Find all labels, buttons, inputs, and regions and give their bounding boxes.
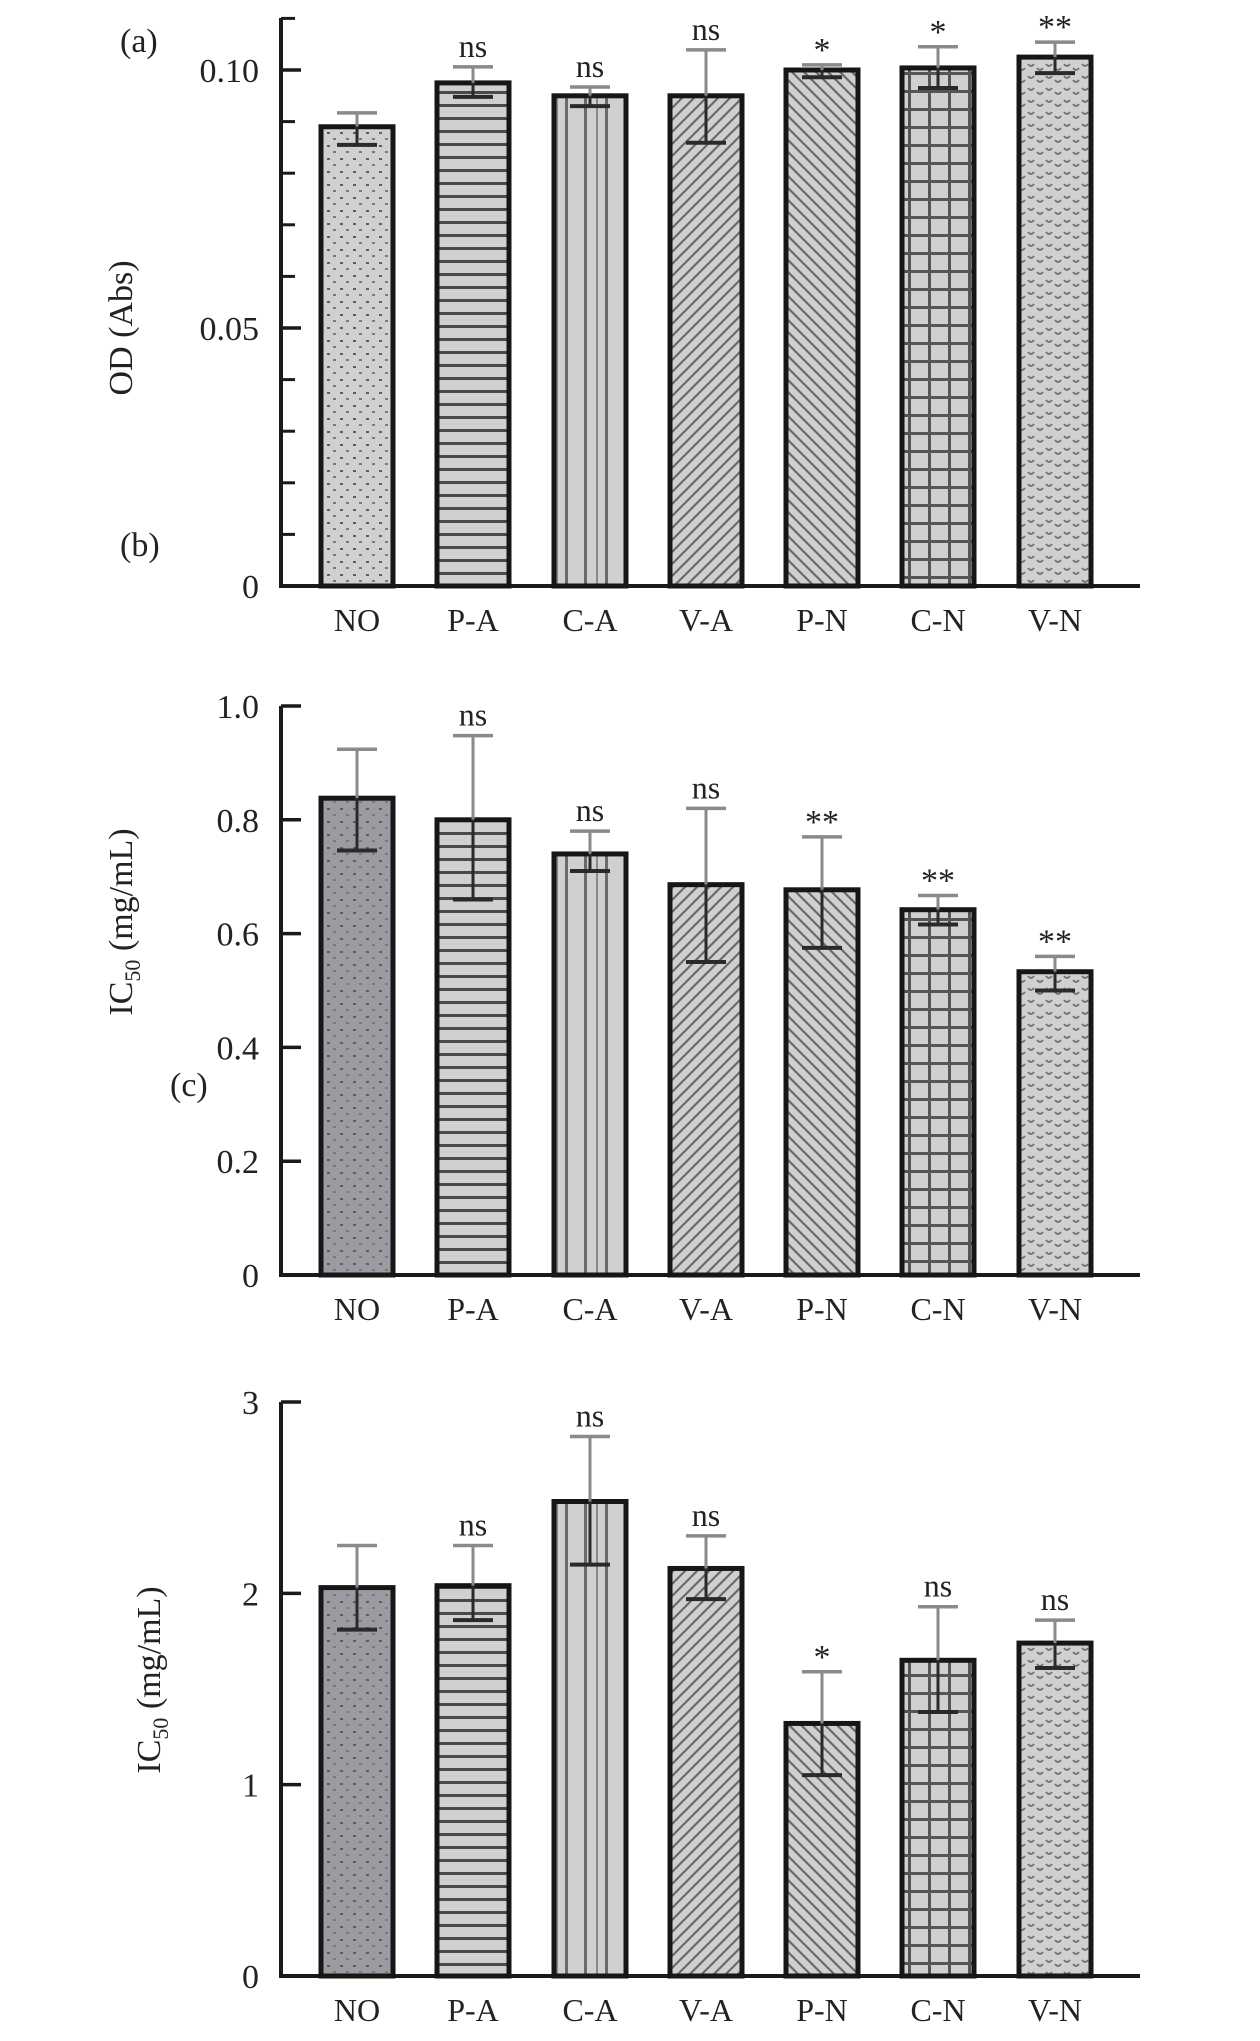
bar-C-N — [899, 65, 977, 589]
significance-label: ** — [805, 804, 839, 841]
bar-C-A — [551, 851, 629, 1278]
y-tick-label: 1 — [242, 1768, 259, 1805]
bar-NO — [318, 1585, 396, 1979]
x-tick-label: P-N — [796, 1992, 848, 2028]
y-tick-label: 0.2 — [217, 1144, 260, 1181]
x-tick-label: V-A — [679, 1291, 733, 1327]
panel-a: (a) OD (Abs) 0 0.05 0.10 NO ns P-A ns C-A ns V-A * P-… — [103, 9, 1140, 638]
y-axis-label: OD (Abs) — [103, 260, 140, 395]
y-tick-label: 0.8 — [217, 803, 260, 840]
y-tick-label: 0 — [242, 569, 259, 606]
y-tick-label: 2 — [242, 1576, 259, 1613]
y-tick-label: 0.4 — [217, 1030, 260, 1067]
bar-V-N — [1016, 54, 1094, 589]
y-tick-label: 1.0 — [217, 689, 260, 726]
x-tick-label: V-N — [1028, 1291, 1082, 1327]
panel-b: (b) IC50 (mg/mL) 0 0.2 0.4 0.6 0.8 1.0 NO ns P-A ns… — [103, 527, 1140, 1327]
panel-label: (a) — [120, 23, 158, 60]
significance-label: ns — [459, 28, 487, 64]
x-tick-label: C-A — [562, 1291, 617, 1327]
significance-label: * — [930, 14, 947, 51]
bar-C-N — [899, 907, 977, 1278]
significance-label: ** — [1038, 923, 1072, 960]
y-tick-label: 0 — [242, 1959, 259, 1996]
panel-label: (b) — [120, 527, 160, 564]
bar-P-A — [434, 80, 512, 589]
x-tick-label: C-N — [910, 602, 965, 638]
significance-label: ns — [924, 1568, 952, 1604]
significance-label: ns — [1041, 1581, 1069, 1617]
x-tick-label: C-N — [910, 1992, 965, 2028]
panel-label: (c) — [170, 1067, 208, 1104]
bar-C-A — [551, 93, 629, 589]
significance-label: ns — [459, 697, 487, 733]
significance-label: ns — [576, 48, 604, 84]
significance-label: * — [814, 32, 831, 69]
x-tick-label: V-N — [1028, 602, 1082, 638]
bar-V-N — [1016, 969, 1094, 1278]
x-tick-label: P-N — [796, 1291, 848, 1327]
x-tick-label: NO — [334, 1992, 380, 2028]
bar-NO — [318, 124, 396, 589]
bar-P-A — [434, 1583, 512, 1979]
y-axis-label: IC50 (mg/mL) — [131, 1586, 173, 1773]
y-tick-label: 0.10 — [200, 53, 260, 90]
bar-V-A — [667, 93, 745, 589]
significance-label: * — [814, 1639, 831, 1676]
significance-label: ns — [692, 11, 720, 47]
y-tick-label: 0 — [242, 1258, 259, 1295]
significance-label: ns — [692, 769, 720, 805]
x-tick-label: C-A — [562, 602, 617, 638]
x-tick-label: P-N — [796, 602, 848, 638]
x-tick-label: V-A — [679, 602, 733, 638]
x-tick-label: C-A — [562, 1992, 617, 2028]
bar-C-A — [551, 1498, 629, 1979]
x-tick-label: C-N — [910, 1291, 965, 1327]
significance-label: ns — [459, 1507, 487, 1543]
y-tick-label: 3 — [242, 1385, 259, 1422]
y-tick-label: 0.6 — [217, 917, 260, 954]
bar-P-N — [783, 887, 861, 1278]
x-tick-label: V-A — [679, 1992, 733, 2028]
x-tick-label: P-A — [447, 1992, 499, 2028]
bar-V-N — [1016, 1640, 1094, 1979]
y-axis-label: IC50 (mg/mL) — [103, 828, 145, 1015]
panel-c: (c) IC50 (mg/mL) 0 1 2 3 NO ns P-A ns C-A ns V-A * P-N… — [131, 1067, 1140, 2028]
x-tick-label: NO — [334, 1291, 380, 1327]
x-tick-label: P-A — [447, 602, 499, 638]
significance-label: ** — [921, 862, 955, 899]
significance-label: ns — [576, 1397, 604, 1433]
bar-V-A — [667, 1565, 745, 1979]
bar-P-A — [434, 817, 512, 1278]
significance-label: ** — [1038, 9, 1072, 46]
y-tick-label: 0.05 — [200, 311, 260, 348]
significance-label: ns — [576, 792, 604, 828]
x-tick-label: P-A — [447, 1291, 499, 1327]
significance-label: ns — [692, 1497, 720, 1533]
bar-NO — [318, 795, 396, 1278]
x-tick-label: V-N — [1028, 1992, 1082, 2028]
bar-P-N — [783, 67, 861, 589]
x-tick-label: NO — [334, 602, 380, 638]
